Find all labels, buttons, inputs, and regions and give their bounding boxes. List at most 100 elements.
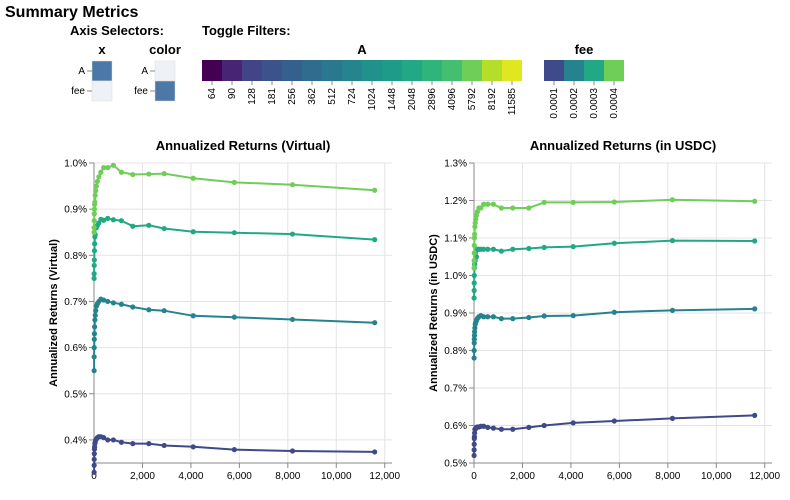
fee-toggle-filter[interactable]: fee 0.0001 0.0002 0.0003 0.0004 <box>542 40 632 124</box>
fee-filter-cell-0.0002[interactable] <box>564 60 584 81</box>
virtual-data-point[interactable] <box>118 301 125 307</box>
virtual-data-point[interactable] <box>231 179 237 185</box>
virtual-data-point[interactable] <box>91 218 97 224</box>
virtual-data-point[interactable] <box>110 162 116 168</box>
x-selector-option-fee[interactable]: fee <box>71 80 113 102</box>
usdc-data-point[interactable] <box>490 246 496 252</box>
virtual-data-point[interactable] <box>91 469 97 475</box>
x-selector-cell-a[interactable] <box>91 60 113 82</box>
virtual-data-point[interactable] <box>92 199 98 205</box>
virtual-data-point[interactable] <box>91 262 97 269</box>
virtual-data-point[interactable] <box>91 211 97 217</box>
a-filter-cell-362[interactable] <box>302 60 322 81</box>
virtual-data-point[interactable] <box>91 225 97 231</box>
usdc-data-point[interactable] <box>471 250 477 256</box>
virtual-data-point[interactable] <box>91 275 97 281</box>
virtual-data-point[interactable] <box>146 307 152 313</box>
virtual-data-point[interactable] <box>118 439 125 445</box>
usdc-data-point[interactable] <box>481 423 487 429</box>
usdc-data-point[interactable] <box>471 441 477 447</box>
a-filter-cell-8192[interactable] <box>482 60 502 81</box>
virtual-data-point[interactable] <box>372 187 378 193</box>
a-filter-cell-256[interactable] <box>282 60 302 81</box>
color-selector-cell-fee[interactable] <box>154 80 176 102</box>
x-selector-option-a[interactable]: A <box>78 60 113 82</box>
usdc-data-point[interactable] <box>510 426 516 432</box>
usdc-data-point[interactable] <box>471 272 477 279</box>
virtual-data-point[interactable] <box>289 231 296 237</box>
color-axis-selector[interactable]: color A fee <box>133 40 193 104</box>
usdc-data-point[interactable] <box>526 424 532 430</box>
usdc-data-point[interactable] <box>485 424 491 430</box>
usdc-data-point[interactable] <box>526 205 532 211</box>
virtual-data-point[interactable] <box>105 298 111 305</box>
virtual-data-point[interactable] <box>231 230 237 236</box>
usdc-data-point[interactable] <box>669 197 676 203</box>
virtual-data-point[interactable] <box>161 171 167 177</box>
a-filter-cell-11585[interactable] <box>502 60 522 81</box>
virtual-data-point[interactable] <box>91 257 97 263</box>
virtual-data-point[interactable] <box>130 223 136 229</box>
a-filter-cell-1448[interactable] <box>382 60 402 81</box>
a-filter-cell-5792[interactable] <box>462 60 482 81</box>
a-filter-cell-4096[interactable] <box>442 60 462 81</box>
virtual-data-point[interactable] <box>231 447 237 453</box>
virtual-data-point[interactable] <box>93 188 99 194</box>
usdc-data-point[interactable] <box>485 201 491 207</box>
usdc-data-point[interactable] <box>472 224 478 230</box>
virtual-data-point[interactable] <box>289 182 296 188</box>
usdc-data-point[interactable] <box>472 325 478 331</box>
usdc-data-point[interactable] <box>471 447 477 453</box>
virtual-data-point[interactable] <box>372 320 378 326</box>
usdc-data-point[interactable] <box>669 238 676 244</box>
usdc-data-point[interactable] <box>471 295 477 301</box>
usdc-data-point[interactable] <box>510 205 516 211</box>
virtual-data-point[interactable] <box>91 345 97 351</box>
virtual-data-point[interactable] <box>161 308 167 314</box>
usdc-data-point[interactable] <box>752 238 758 244</box>
virtual-data-point[interactable] <box>289 448 296 454</box>
usdc-data-point[interactable] <box>490 425 496 431</box>
a-filter-cell-724[interactable] <box>342 60 362 81</box>
virtual-data-point[interactable] <box>372 449 378 455</box>
usdc-data-point[interactable] <box>498 316 505 322</box>
virtual-data-point[interactable] <box>231 314 237 320</box>
usdc-data-point[interactable] <box>471 347 477 354</box>
usdc-data-point[interactable] <box>471 452 477 459</box>
a-filter-cell-2896[interactable] <box>422 60 442 81</box>
virtual-data-point[interactable] <box>289 316 296 323</box>
color-selector-option-a[interactable]: A <box>141 60 176 82</box>
usdc-data-point[interactable] <box>471 336 477 342</box>
virtual-data-point[interactable] <box>190 313 196 319</box>
virtual-data-point[interactable] <box>92 317 98 323</box>
usdc-data-point[interactable] <box>541 313 547 319</box>
usdc-data-point[interactable] <box>471 355 477 361</box>
usdc-data-point[interactable] <box>481 201 487 207</box>
usdc-data-point[interactable] <box>471 287 477 294</box>
virtual-data-point[interactable] <box>93 308 99 314</box>
virtual-data-point[interactable] <box>130 441 136 447</box>
a-toggle-filter[interactable]: A 64 90 128 181 256 362 512 724 1024 1448 2048 2896 4… <box>200 40 530 124</box>
virtual-data-point[interactable] <box>91 229 97 235</box>
usdc-data-point[interactable] <box>611 309 617 315</box>
virtual-data-point[interactable] <box>91 206 98 212</box>
virtual-data-point[interactable] <box>372 237 378 243</box>
virtual-data-point[interactable] <box>91 462 97 468</box>
usdc-data-point[interactable] <box>669 307 676 313</box>
virtual-data-point[interactable] <box>92 324 98 330</box>
x-selector-cell-fee[interactable] <box>91 80 113 102</box>
virtual-data-point[interactable] <box>110 217 116 223</box>
virtual-data-point[interactable] <box>91 368 97 374</box>
a-filter-cell-181[interactable] <box>262 60 282 81</box>
usdc-data-point[interactable] <box>471 257 477 264</box>
fee-filter-cell-0.0003[interactable] <box>584 60 604 81</box>
virtual-data-point[interactable] <box>91 271 97 277</box>
virtual-data-point[interactable] <box>91 354 97 360</box>
usdc-data-point[interactable] <box>471 265 477 271</box>
usdc-data-point[interactable] <box>510 246 516 252</box>
usdc-data-point[interactable] <box>752 198 758 204</box>
virtual-data-point[interactable] <box>93 183 100 189</box>
virtual-data-point[interactable] <box>146 171 152 177</box>
usdc-data-point[interactable] <box>498 205 505 211</box>
usdc-data-point[interactable] <box>669 415 676 421</box>
